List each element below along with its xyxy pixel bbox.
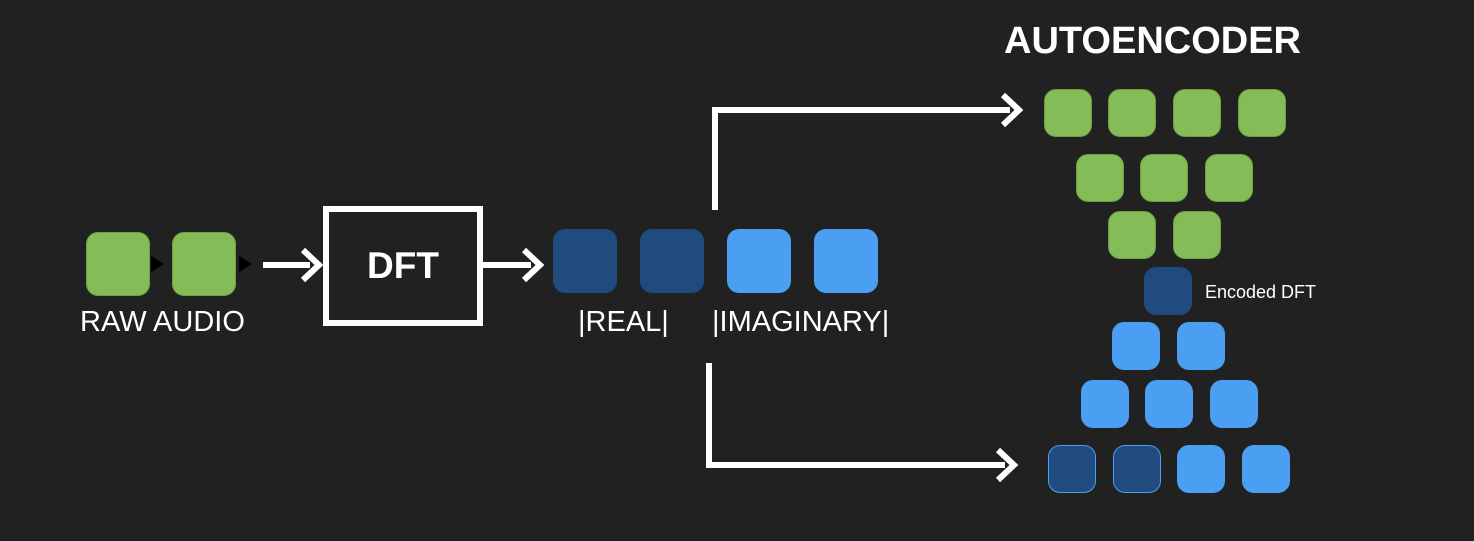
imaginary-label: |IMAGINARY| bbox=[712, 306, 890, 338]
raw-audio-link-arrow-1 bbox=[151, 256, 164, 272]
output-real-node bbox=[1113, 445, 1161, 493]
real-block bbox=[640, 229, 704, 293]
decoder-node bbox=[1081, 380, 1129, 428]
encoder-node bbox=[1173, 211, 1221, 259]
encoder-node bbox=[1076, 154, 1124, 202]
arrow-to-decoder-output bbox=[706, 363, 1019, 483]
dft-label: DFT bbox=[367, 245, 439, 286]
encoder-node bbox=[1140, 154, 1188, 202]
autoencoder-title: AUTOENCODER bbox=[1004, 20, 1301, 62]
encoder-node bbox=[1044, 89, 1092, 137]
encoder-node bbox=[1205, 154, 1253, 202]
dft-box: DFT bbox=[323, 206, 483, 326]
encoded-dft-node bbox=[1144, 267, 1192, 315]
raw-audio-block bbox=[86, 232, 150, 296]
imaginary-block bbox=[814, 229, 878, 293]
encoded-dft-label: Encoded DFT bbox=[1205, 282, 1317, 302]
imaginary-block bbox=[727, 229, 791, 293]
encoder-node bbox=[1173, 89, 1221, 137]
output-imaginary-node bbox=[1177, 445, 1225, 493]
arrow-from-dft bbox=[483, 247, 545, 283]
decoder-node bbox=[1177, 322, 1225, 370]
real-block bbox=[553, 229, 617, 293]
output-real-node bbox=[1048, 445, 1096, 493]
decoder-node bbox=[1112, 322, 1160, 370]
decoder-node bbox=[1210, 380, 1258, 428]
raw-audio-block bbox=[172, 232, 236, 296]
raw-audio-link-arrow-2 bbox=[239, 256, 252, 272]
encoder-node bbox=[1238, 89, 1286, 137]
encoder-node bbox=[1108, 89, 1156, 137]
decoder-node bbox=[1145, 380, 1193, 428]
encoder-node bbox=[1108, 211, 1156, 259]
arrow-to-dft bbox=[263, 247, 324, 283]
real-label: |REAL| bbox=[578, 306, 669, 338]
raw-audio-label: RAW AUDIO bbox=[80, 306, 245, 338]
output-imaginary-node bbox=[1242, 445, 1290, 493]
arrow-to-encoder bbox=[712, 92, 1024, 210]
